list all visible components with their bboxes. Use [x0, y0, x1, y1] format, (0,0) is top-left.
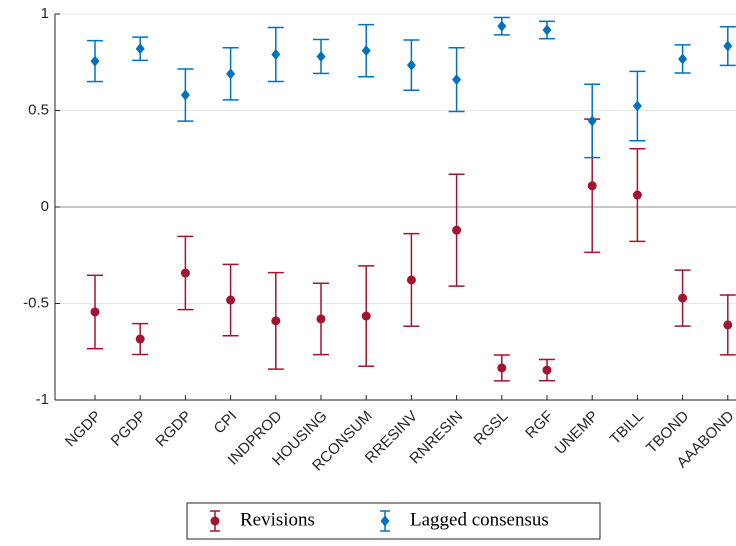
y-tick-label: 0.5 [28, 101, 49, 118]
point [452, 225, 462, 235]
x-tick-label: UNEMP [552, 408, 602, 458]
legend-label: Revisions [240, 509, 315, 530]
y-tick-label: 1 [41, 5, 49, 22]
legend-label: Lagged consensus [410, 509, 549, 530]
point [678, 53, 688, 65]
x-tick-label: TBILL [607, 408, 647, 448]
point [542, 365, 552, 375]
point [316, 314, 326, 324]
point [361, 311, 371, 321]
x-tick-label: NGDP [62, 408, 105, 451]
point [497, 363, 507, 373]
point [632, 190, 642, 200]
point [361, 45, 371, 57]
point [406, 59, 416, 71]
point [135, 43, 145, 55]
point [226, 68, 236, 80]
point [271, 316, 281, 326]
point [90, 307, 100, 317]
y-tick-label: -1 [36, 391, 49, 408]
point [632, 100, 642, 112]
legend-box [186, 502, 601, 540]
point [180, 268, 190, 278]
x-tick-label: RGF [522, 408, 556, 442]
x-tick-label: RGDP [152, 408, 195, 451]
point [226, 295, 236, 305]
point [587, 181, 597, 191]
point [678, 293, 688, 303]
point [452, 74, 462, 86]
y-tick-label: -0.5 [23, 294, 49, 311]
x-tick-label: CPI [211, 408, 241, 438]
point [90, 55, 100, 67]
legend-marker [380, 515, 390, 527]
point [723, 40, 733, 52]
y-tick-label: 0 [41, 198, 49, 215]
point [135, 334, 145, 344]
point [723, 320, 733, 330]
point [497, 20, 507, 32]
point [180, 89, 190, 101]
point [316, 50, 326, 62]
x-tick-label: RGSL [471, 408, 512, 449]
legend-marker [210, 516, 220, 526]
x-tick-label: PGDP [108, 408, 150, 450]
point [587, 115, 597, 127]
point [271, 49, 281, 61]
point [406, 275, 416, 285]
point [542, 24, 552, 36]
